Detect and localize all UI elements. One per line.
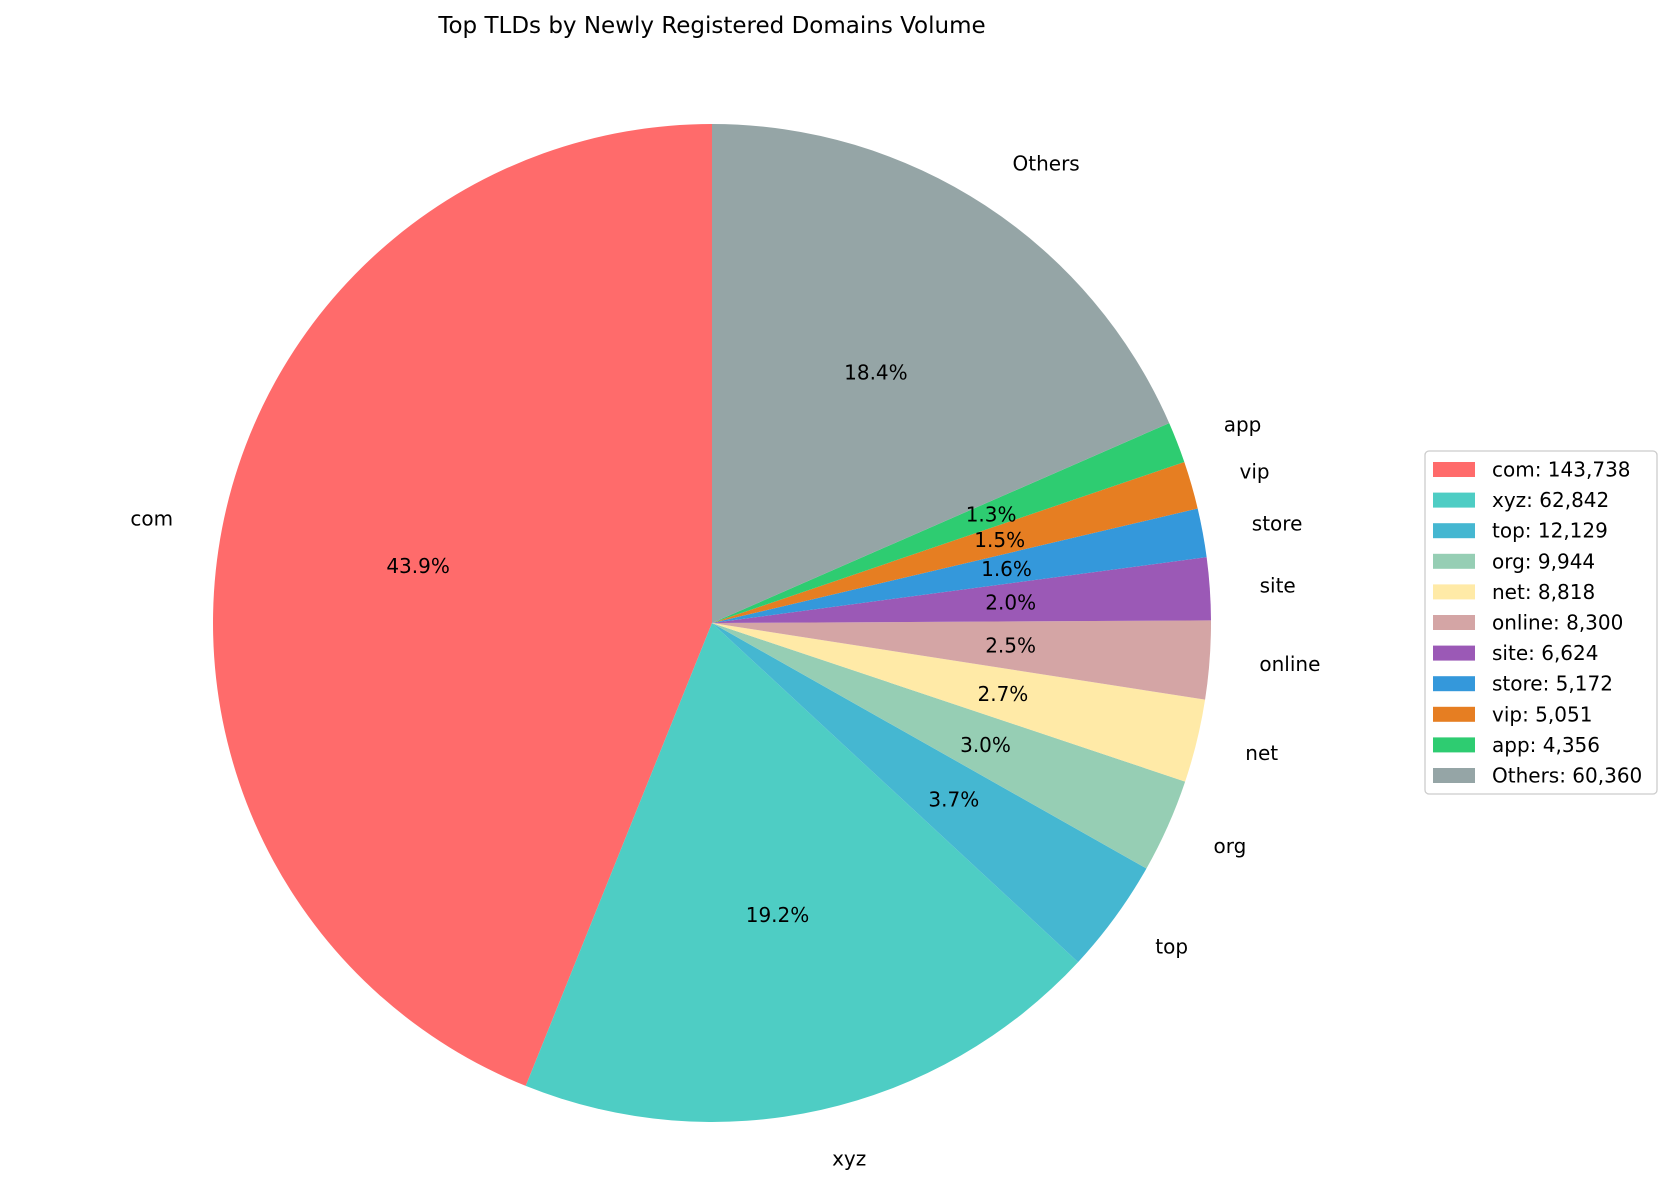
legend: com: 143,738 xyz: 62,842 top: 12,129 org: 9… (1424, 450, 1658, 795)
percent-label-xyz: 19.2% (746, 903, 810, 927)
pie-slice-site (712, 557, 1211, 623)
pie-slice-vip (712, 461, 1198, 623)
percent-labels: 43.9% 19.2% 3.7% 3.0% 2.7% 2.5% 2.0% 1.6% 1.5%1.… (386, 360, 1036, 927)
legend-swatch-xyz (1433, 492, 1475, 508)
chart-title: Top TLDs by Newly Registered Domains Vol… (437, 13, 985, 39)
legend-entry-top: top: 12,129 (1492, 519, 1608, 543)
percent-label-top: 3.7% (928, 788, 979, 812)
legend-swatch-site (1433, 645, 1475, 661)
legend-entry-others: Others: 60,360 (1492, 764, 1642, 788)
legend-entry-xyz: xyz: 62,842 (1492, 488, 1609, 512)
percent-label-online: 2.5% (985, 633, 1036, 657)
legend-swatch-online (1433, 615, 1475, 630)
slice-label-site: site (1260, 573, 1296, 597)
legend-swatch-store (1433, 676, 1475, 692)
legend-frame (1424, 450, 1658, 795)
percent-label-app: 1.3% (966, 503, 1017, 527)
legend-entry-app: app: 4,356 (1492, 733, 1600, 757)
pie-slice-net (712, 623, 1206, 782)
legend-swatch-org (1433, 553, 1475, 569)
pie-slice-app (712, 423, 1185, 623)
legend-entry-site: site: 6,624 (1492, 641, 1598, 665)
legend-swatch-others (1433, 768, 1475, 783)
pie-slice-com (213, 124, 712, 1086)
percent-label-store: 1.6% (981, 557, 1032, 581)
legend-swatch-com (1433, 462, 1475, 477)
pie-slice-top (712, 623, 1147, 963)
slice-label-net: net (1245, 741, 1278, 765)
percent-label-org: 3.0% (960, 733, 1011, 757)
slice-label-vip: vip (1240, 459, 1270, 483)
legend-swatch-top (1433, 523, 1475, 539)
legend-swatch-vip (1433, 706, 1475, 722)
slice-label-app: app (1224, 412, 1262, 436)
pie-slice-others (712, 124, 1170, 623)
slice-label-com: com (130, 507, 173, 531)
slice-label-others: Others (1013, 152, 1080, 176)
percent-label-site: 2.0% (985, 590, 1036, 614)
percent-label-net: 2.7% (977, 682, 1028, 706)
legend-swatch-net (1433, 584, 1475, 600)
pie-slices (213, 124, 1211, 1122)
pie-slice-online (712, 620, 1211, 700)
slice-label-xyz: xyz (832, 1147, 866, 1171)
legend-entry-store: store: 5,172 (1492, 672, 1613, 696)
legend-entry-online: online: 8,300 (1492, 611, 1623, 635)
pie-slice-store (712, 508, 1207, 623)
slice-label-top: top (1155, 935, 1188, 959)
legend-entry-org: org: 9,944 (1492, 549, 1595, 573)
percent-label-others: 18.4% (844, 360, 908, 384)
pie-slice-xyz (525, 623, 1079, 1122)
slice-label-org: org (1214, 834, 1247, 858)
percent-label-com: 43.9% (386, 554, 450, 578)
pie-slice-org (712, 623, 1186, 869)
legend-entry-vip: vip: 5,051 (1492, 702, 1592, 726)
legend-entry-com: com: 143,738 (1492, 458, 1631, 482)
slice-labels: com xyz top org net online site store vip app Othe… (130, 152, 1320, 1171)
slice-label-store: store (1252, 512, 1303, 536)
legend-entry-net: net: 8,818 (1492, 580, 1595, 604)
legend-swatch-app (1433, 737, 1475, 753)
percent-label-vip: 1.5% (974, 528, 1025, 552)
slice-label-online: online (1259, 652, 1320, 676)
